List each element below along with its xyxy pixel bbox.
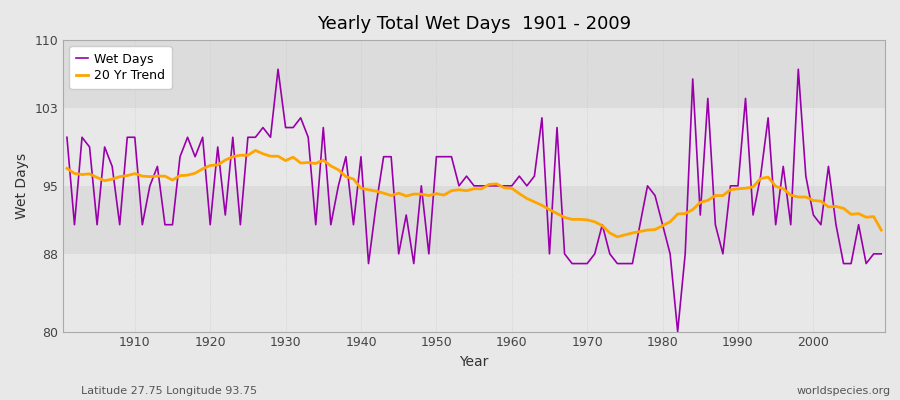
20 Yr Trend (122, 173, 132, 178)
Y-axis label: Wet Days: Wet Days (15, 153, 29, 219)
Bar (63, 254, 885, 332)
20 Yr Trend (250, 148, 261, 153)
Wet Days (514, 174, 525, 178)
20 Yr Trend (340, 174, 351, 179)
Text: worldspecies.org: worldspecies.org (796, 386, 891, 396)
X-axis label: Year: Year (459, 355, 489, 369)
Wet Days (876, 252, 886, 256)
Bar (63, 108, 885, 186)
20 Yr Trend (507, 186, 517, 191)
20 Yr Trend (612, 234, 623, 239)
Wet Days (273, 67, 284, 72)
Title: Yearly Total Wet Days  1901 - 2009: Yearly Total Wet Days 1901 - 2009 (317, 15, 631, 33)
20 Yr Trend (514, 191, 525, 196)
Wet Days (672, 329, 683, 334)
Line: 20 Yr Trend: 20 Yr Trend (67, 150, 881, 237)
Wet Days (61, 135, 72, 140)
Legend: Wet Days, 20 Yr Trend: Wet Days, 20 Yr Trend (69, 46, 172, 89)
20 Yr Trend (876, 228, 886, 232)
Wet Days (122, 135, 132, 140)
Wet Days (340, 154, 351, 159)
Text: Latitude 27.75 Longitude 93.75: Latitude 27.75 Longitude 93.75 (81, 386, 257, 396)
Line: Wet Days: Wet Days (67, 69, 881, 332)
20 Yr Trend (605, 230, 616, 235)
Wet Days (507, 184, 517, 188)
Bar (63, 40, 885, 108)
Wet Days (295, 116, 306, 120)
20 Yr Trend (61, 166, 72, 171)
Wet Days (605, 252, 616, 256)
Bar (63, 186, 885, 254)
20 Yr Trend (295, 161, 306, 166)
